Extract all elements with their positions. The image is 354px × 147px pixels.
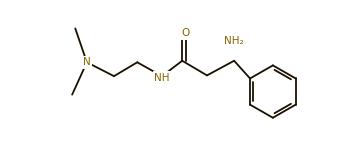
Text: NH: NH <box>154 73 170 83</box>
Text: N: N <box>83 57 91 67</box>
Text: NH₂: NH₂ <box>224 36 244 46</box>
Text: O: O <box>181 28 189 38</box>
